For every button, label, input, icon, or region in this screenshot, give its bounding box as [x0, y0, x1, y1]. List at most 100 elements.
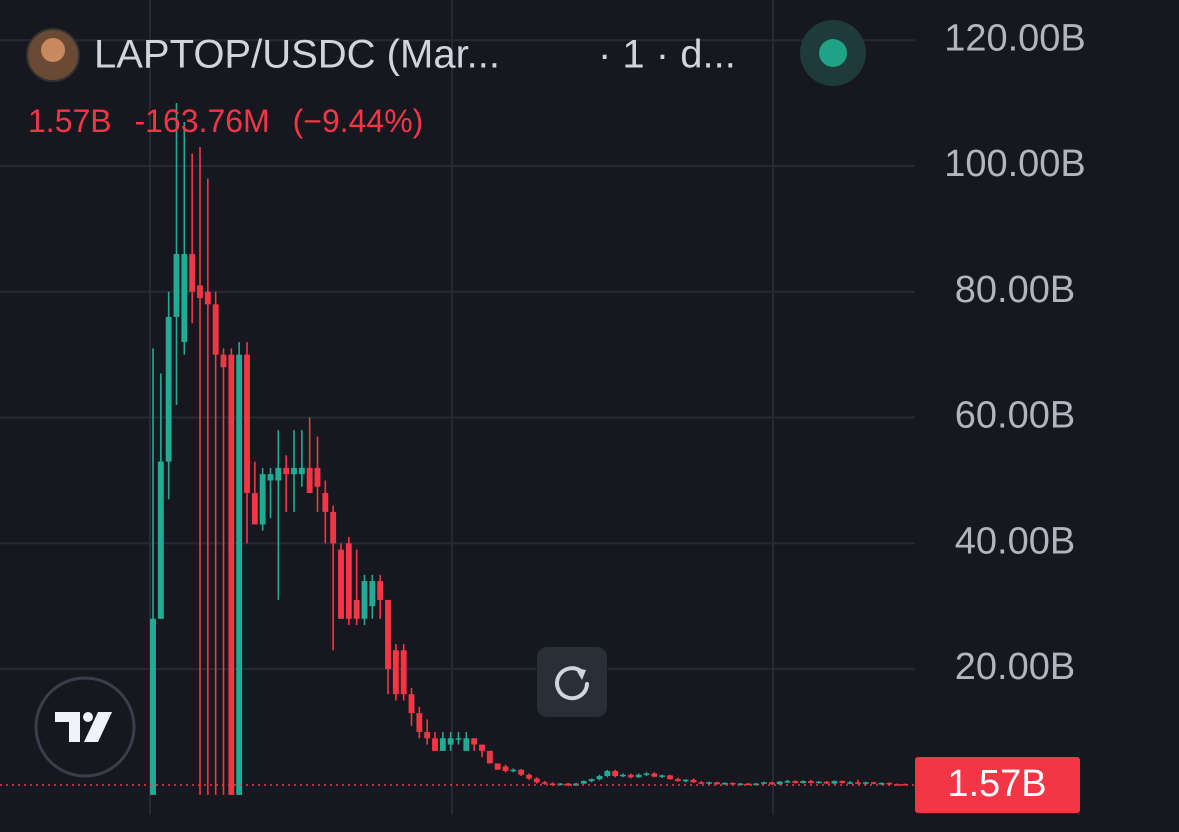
candle-body: [815, 781, 822, 784]
candle-body: [612, 770, 619, 777]
candle-body: [181, 254, 188, 343]
candle-body: [902, 783, 908, 786]
candle-body: [792, 781, 799, 783]
candle-body: [541, 782, 548, 784]
change: -163.76M: [135, 103, 270, 139]
candle-body: [761, 782, 767, 784]
candle-body: [165, 316, 172, 462]
candle-body: [682, 779, 689, 782]
candle-body: [353, 599, 360, 619]
candle-body: [236, 354, 243, 795]
candle-body: [690, 779, 697, 783]
candle-body: [745, 783, 752, 786]
candle-body: [298, 467, 305, 475]
candle-body: [557, 783, 564, 786]
candle-body: [502, 766, 509, 771]
candle-body: [157, 461, 164, 619]
candle-body: [322, 493, 329, 512]
candle-body: [197, 285, 203, 299]
candle-body: [784, 781, 791, 783]
candles: [0, 103, 915, 795]
last-price-tag: [915, 757, 1080, 814]
candle-body: [204, 291, 211, 305]
candle-body: [855, 782, 861, 784]
reset-button[interactable]: [537, 647, 607, 717]
candle-body: [447, 738, 454, 745]
candle-body: [463, 738, 470, 751]
candle-body: [808, 781, 814, 783]
price: 1.57B: [28, 103, 112, 139]
candle-body: [189, 254, 196, 292]
candle-body: [220, 354, 227, 368]
candle-body: [635, 774, 642, 778]
candle-body: [706, 782, 713, 784]
y-tick-label: 120.00B: [944, 17, 1086, 59]
candle-body: [862, 782, 869, 784]
logo[interactable]: [34, 676, 136, 778]
candle-body: [800, 781, 807, 783]
symbol[interactable]: LAPTOP/USDC (Mar...: [94, 33, 500, 77]
candle-body: [737, 783, 744, 786]
interval[interactable]: · 1 · d...: [598, 33, 736, 77]
candle-body: [267, 474, 274, 481]
candle-body: [533, 778, 540, 783]
candle-body: [369, 581, 376, 607]
avatar-face: [41, 38, 65, 62]
candle-body: [651, 773, 658, 777]
candle-body: [377, 581, 384, 600]
candle-body: [823, 781, 830, 784]
candle-body: [620, 774, 626, 777]
candle-body: [259, 474, 266, 525]
candle-body: [839, 781, 846, 783]
candle-body: [291, 467, 297, 475]
candle-body: [627, 774, 634, 778]
candle-body: [486, 750, 493, 764]
logo-dot: [83, 712, 93, 722]
reset-icon: [555, 666, 589, 701]
candle-body: [283, 467, 290, 475]
candle-body: [729, 782, 736, 785]
price-line: 1.57B -163.76M (−9.44%): [28, 103, 423, 139]
candle-body: [721, 782, 728, 785]
candle-body: [831, 781, 838, 784]
candle-body: [870, 782, 877, 784]
candle-body: [455, 738, 462, 740]
change-pct: (−9.44%): [293, 103, 424, 139]
candle-body: [173, 254, 180, 317]
candle-body: [510, 769, 517, 772]
logo-mark: [55, 712, 112, 742]
candle-body: [526, 774, 532, 779]
candle-body: [416, 713, 423, 732]
candle-body: [698, 782, 705, 784]
candle-body: [659, 775, 666, 777]
candle-body: [345, 543, 352, 619]
candle-body: [392, 650, 399, 695]
y-tick-label: 40.00B: [955, 520, 1075, 562]
candle-body: [424, 731, 431, 739]
candle-body: [518, 769, 525, 775]
candle-body: [432, 738, 438, 751]
candle-body: [588, 779, 595, 782]
candle-body: [878, 782, 885, 785]
candle-body: [776, 781, 783, 785]
y-tick-label: 80.00B: [955, 269, 1075, 311]
candle-body: [361, 581, 368, 619]
candle-body: [714, 782, 720, 785]
candle-body: [643, 773, 650, 775]
reset-icon-arrow: [575, 668, 586, 680]
candle-body: [580, 781, 587, 784]
candle-body: [479, 744, 485, 751]
y-axis: 20.00B 40.00B 60.00B 80.00B 100.00B 120.00B 1.…: [915, 17, 1086, 814]
candle-body: [667, 775, 673, 780]
y-tick-label: 60.00B: [955, 395, 1075, 437]
candle-body: [886, 782, 893, 785]
candle-body: [768, 782, 775, 785]
candle-body: [565, 783, 572, 786]
candle-body: [314, 467, 321, 487]
candle-body: [228, 354, 235, 795]
candle-body: [244, 354, 250, 494]
candle-body: [894, 784, 901, 786]
candle-body: [604, 770, 611, 777]
